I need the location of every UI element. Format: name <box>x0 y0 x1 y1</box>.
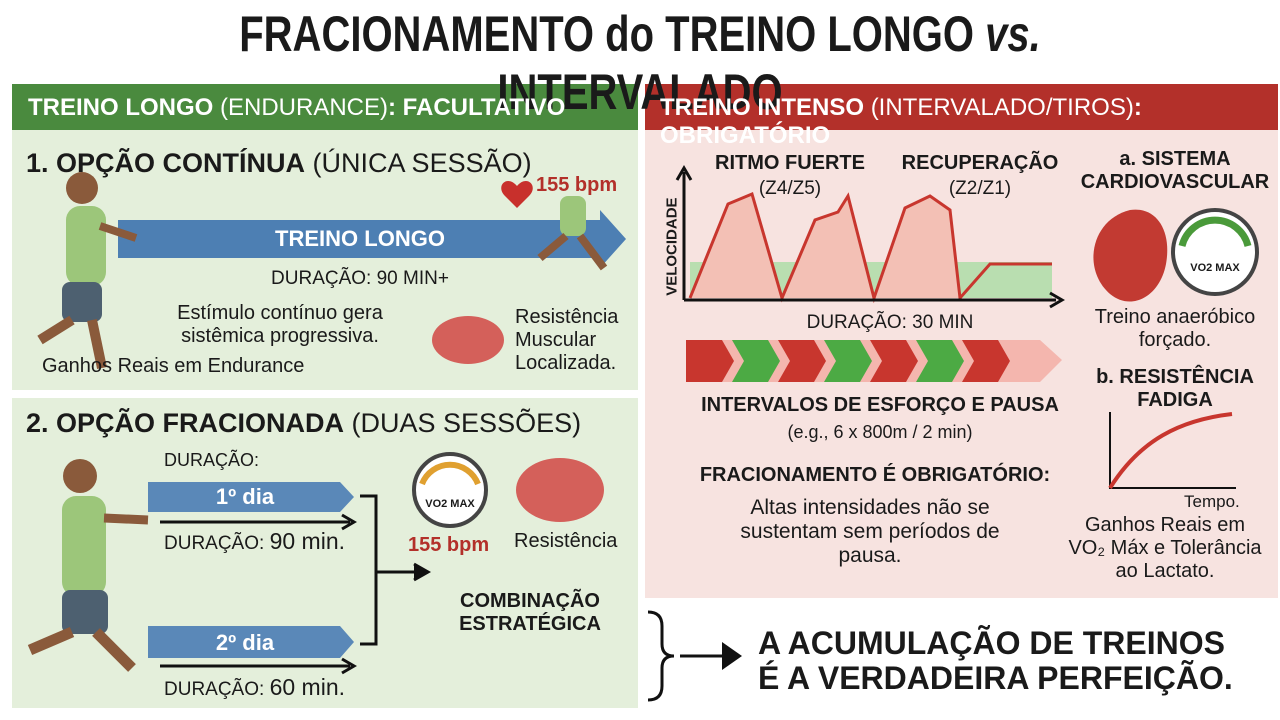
axis-label: VELOCIDADE <box>663 197 681 296</box>
axis <box>675 165 1065 309</box>
header-part: TREINO INTENSO <box>660 94 865 121</box>
axis-label: DURAÇÃO: 30 MIN <box>806 312 974 333</box>
description: Resistência <box>514 530 618 552</box>
title-part: vs. <box>985 6 1041 62</box>
chart-label: (Z2/Z1) <box>948 178 1012 199</box>
header: TREINO LONGO (ENDURANCE): FACULTATIVO <box>28 94 565 122</box>
duration-part: 60 min. <box>269 674 346 700</box>
gauge-icon <box>412 452 488 528</box>
duration-part: DURAÇÃO: <box>164 533 265 554</box>
description: FRACIONAMENTO É OBRIGATÓRIO: <box>699 464 1051 486</box>
day-label: 2º dia <box>215 630 275 655</box>
arrow <box>148 482 354 512</box>
description: (e.g., 6 x 800m / 2 min) <box>787 422 973 442</box>
title: FRACIONAMENTO do TREINO LONGO vs. INTERV… <box>128 6 1152 121</box>
arrow-label: TREINO LONGO <box>275 226 445 251</box>
heading-part: (DUAS SESSÕES) <box>351 408 582 438</box>
gauge-label: VO2 MAX <box>1190 262 1240 274</box>
heart-icon <box>501 180 533 208</box>
chart-label: RITMO FUERTE <box>715 152 865 174</box>
connector <box>647 610 728 702</box>
section-heading: b. RESISTÊNCIA FADIGA <box>1096 366 1254 411</box>
duration-part: 90 min. <box>269 528 346 554</box>
description: Ganhos Reais em Endurance <box>42 355 305 377</box>
effort-area <box>690 194 960 298</box>
header-bar <box>12 84 638 130</box>
bpm-label: 155 bpm <box>536 174 618 196</box>
chart-label: RECUPERAÇÃO <box>901 152 1059 174</box>
title-part: INTERVALADO <box>497 63 783 120</box>
header-bar <box>645 84 1278 130</box>
description: Ganhos Reais em VO₂ Máx e Tolerância ao … <box>1068 514 1262 582</box>
header-part: (INTERVALADO/TIROS) <box>870 94 1134 121</box>
header-part: : OBRIGATÓRIO <box>660 94 1142 149</box>
axis-label: Tempo. <box>1184 492 1240 511</box>
connector <box>160 494 432 675</box>
section-heading: a. SISTEMA CARDIOVASCULAR <box>1080 148 1270 193</box>
duration-label: DURAÇÃO: 90 min. <box>164 528 345 555</box>
combo-label: COMBINAÇÃO ESTRATÉGICA <box>459 590 601 635</box>
runner <box>537 196 608 271</box>
gauge-label: VO2 MAX <box>425 498 475 510</box>
description: Estímulo contínuo gera sistêmica progres… <box>177 302 383 347</box>
description: Altas intensidades não se sustentam sem … <box>740 496 1000 568</box>
interval-blocks <box>686 340 1010 382</box>
heading-part: 1. OPÇÃO CONTÍNUA <box>26 148 306 178</box>
heading-part: 2. OPÇÃO FRACIONADA <box>26 408 345 438</box>
runner <box>37 172 138 370</box>
bpm-label: 155 bpm <box>408 534 490 556</box>
description: INTERVALOS DE ESFORÇO E PAUSA <box>701 394 1059 416</box>
duration-label: DURAÇÃO: <box>164 450 260 470</box>
duration-label: DURAÇÃO: 90 MIN+ <box>271 268 449 289</box>
title-part: FRACIONAMENTO do TREINO LONGO <box>239 6 975 62</box>
runner <box>27 459 149 672</box>
heading-part: (ÚNICA SESSÃO) <box>312 148 532 178</box>
fatigue-curve <box>1108 412 1233 490</box>
muscle-icon <box>516 458 604 522</box>
duration-part: DURAÇÃO: <box>164 679 265 700</box>
header: TREINO INTENSO (INTERVALADO/TIROS): OBRI… <box>660 94 1280 149</box>
arrow <box>148 626 354 658</box>
header-part: (ENDURANCE) <box>220 94 389 121</box>
gauge-icon <box>1171 208 1259 296</box>
header-part: TREINO LONGO <box>28 94 214 121</box>
section-heading: 1. OPÇÃO CONTÍNUA (ÚNICA SESSÃO) <box>26 148 532 179</box>
speed-line <box>688 191 1052 304</box>
description: Resistência Muscular Localizada. <box>515 306 619 374</box>
description: Treino anaeróbico forçado. <box>1094 306 1256 351</box>
chart-label: (Z4/Z5) <box>758 178 822 199</box>
arrow <box>118 210 626 268</box>
heart-icon <box>1093 209 1168 302</box>
duration-label: DURAÇÃO: 60 min. <box>164 674 345 701</box>
day-label: 1º dia <box>215 484 275 509</box>
arrow <box>722 642 742 670</box>
header-part: : FACULTATIVO <box>388 94 566 121</box>
section-heading: 2. OPÇÃO FRACIONADA (DUAS SESSÕES) <box>26 408 581 439</box>
muscle-icon <box>432 316 504 364</box>
conclusion: A ACUMULAÇÃO DE TREINOS É A VERDADEIRA P… <box>758 625 1233 697</box>
